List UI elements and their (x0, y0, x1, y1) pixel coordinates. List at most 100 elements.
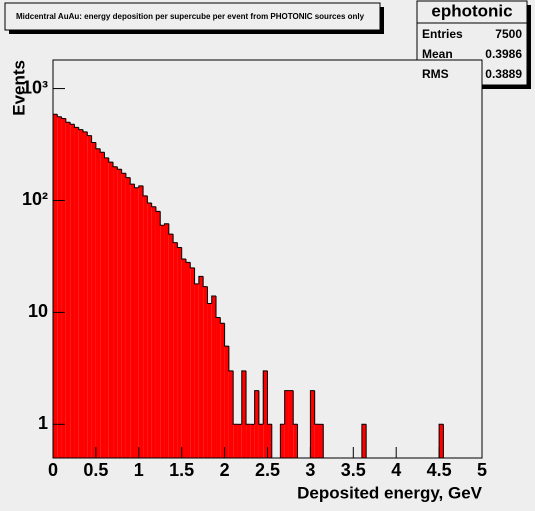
bar-outline (198, 275, 204, 284)
bar-outline (125, 173, 131, 179)
bar (293, 424, 298, 458)
bar (439, 424, 444, 458)
bar-outline (172, 234, 178, 244)
title-box (4, 2, 381, 31)
bar (177, 247, 182, 458)
bar-outline (181, 247, 186, 260)
bar (190, 267, 195, 458)
bar-outline (91, 135, 96, 143)
bar-outline (108, 157, 114, 163)
bar-outline (267, 370, 272, 425)
bar-outline (219, 317, 225, 324)
bar (65, 122, 71, 459)
bar-outline (262, 370, 268, 425)
bar-outline (189, 262, 195, 269)
bar-outline (116, 166, 122, 170)
bar-outline (112, 162, 118, 168)
bar-outline (78, 127, 84, 131)
x-tick-label: 3.5 (341, 460, 366, 480)
bar (155, 211, 161, 458)
bar (83, 131, 88, 458)
y-axis-label: Events (9, 60, 28, 116)
bar (138, 185, 144, 459)
bar-outline (245, 370, 251, 425)
bar (91, 142, 96, 458)
bar-outline (65, 118, 71, 123)
bar-outline (168, 223, 174, 235)
bar-outline (151, 202, 156, 208)
x-tick-label: 3 (305, 460, 315, 480)
stats-label: RMS (422, 67, 449, 81)
bar-outline (438, 423, 444, 458)
bar (216, 317, 221, 458)
bar-outline (194, 267, 199, 285)
bar (104, 157, 109, 459)
bar (224, 346, 229, 458)
bar (95, 148, 101, 458)
stats-label: Mean (422, 47, 453, 61)
bar-outline (254, 390, 259, 425)
bar (203, 286, 208, 458)
bar (117, 169, 122, 458)
bar-outline (215, 296, 221, 319)
bar (147, 202, 152, 458)
bar-outline (361, 423, 367, 458)
bar (318, 424, 324, 458)
bar-outline (99, 148, 105, 153)
bar-outline (142, 185, 148, 197)
bar-outline (73, 124, 79, 128)
bar (284, 390, 289, 458)
bar-outline (164, 223, 169, 226)
bar-outline (206, 286, 212, 305)
y-tick-label: 1 (38, 413, 48, 433)
bar (70, 124, 75, 458)
bar-outline (129, 177, 135, 185)
bar (258, 424, 264, 458)
x-tick-label: 2 (220, 460, 230, 480)
stats-label: Entries (422, 27, 463, 41)
bar (194, 283, 199, 458)
bar (164, 223, 169, 458)
bar (254, 390, 259, 458)
stats-title: ephotonic (431, 1, 512, 20)
stats-value: 7500 (495, 27, 522, 41)
bar-outline (314, 390, 319, 425)
bar-outline (292, 390, 298, 425)
stats-value: 0.3889 (485, 67, 522, 81)
bar (87, 135, 92, 458)
bar (57, 116, 62, 458)
bar-outline (155, 206, 161, 212)
y-tick-label: 10³ (22, 77, 48, 97)
bar (263, 370, 268, 458)
bar (53, 114, 58, 458)
bar-outline (86, 131, 92, 137)
bar (237, 424, 242, 458)
bar (185, 262, 191, 458)
bar-outline (61, 116, 66, 120)
bar (168, 234, 174, 458)
bar (233, 424, 238, 458)
bar (241, 370, 247, 458)
x-tick-label: 5 (477, 460, 487, 480)
bar (288, 390, 294, 458)
bar-outline (159, 211, 165, 226)
bar-outline (146, 195, 152, 204)
bar-outline (309, 390, 315, 458)
bar-outline (279, 423, 285, 458)
bar-outline (121, 169, 126, 174)
bar (160, 225, 165, 458)
bar (361, 424, 367, 458)
bar (181, 259, 186, 458)
bar (121, 173, 126, 458)
bar-outline (228, 346, 234, 372)
bar (143, 195, 148, 458)
bar-outline (241, 370, 247, 425)
bar-outline (176, 242, 182, 249)
bar-outline (103, 152, 109, 159)
bar (61, 118, 66, 458)
y-tick-label: 10 (28, 301, 48, 321)
bar (125, 177, 131, 458)
x-tick-label: 4 (391, 460, 401, 480)
